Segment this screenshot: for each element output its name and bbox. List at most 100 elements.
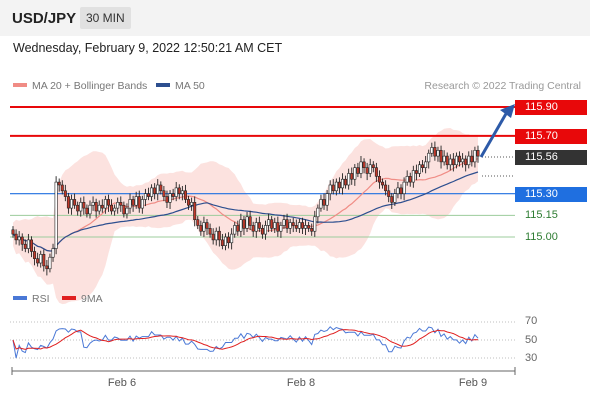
candle-bullish: [405, 176, 409, 183]
candle-bullish: [436, 150, 440, 157]
legend-label: RSI: [32, 293, 50, 305]
candle-bearish: [14, 233, 18, 241]
candle-bullish: [448, 158, 452, 166]
level-label-115-00: 115.00: [525, 231, 558, 243]
chart-datetime: Wednesday, February 9, 2022 12:50:21 AM …: [13, 41, 283, 55]
candle-bullish: [442, 155, 446, 163]
candle-bullish: [230, 233, 234, 244]
chart-header: USD/JPY 30 MIN: [0, 0, 590, 36]
candle-bearish: [257, 222, 261, 229]
x-tick-feb6: Feb 6: [107, 377, 137, 389]
legend-swatch: [156, 83, 170, 88]
legend-swatch: [13, 296, 27, 301]
candle-bearish: [100, 204, 104, 209]
candle-bullish: [39, 254, 43, 264]
level-label-115-30: 115.30: [515, 187, 587, 202]
candle-bearish: [439, 150, 443, 163]
candle-bearish: [356, 167, 360, 174]
copyright-text: Research © 2022 Trading Central: [424, 80, 581, 92]
candle-bearish: [381, 181, 385, 186]
candle-bullish: [334, 181, 338, 192]
candle-bullish: [288, 222, 292, 229]
candle-bearish: [42, 254, 46, 267]
candle-bullish: [140, 199, 144, 209]
candle-bearish: [66, 196, 70, 209]
candle-bullish: [103, 199, 107, 209]
candle-bullish: [393, 193, 397, 203]
candle-bearish: [236, 225, 240, 232]
candle-bearish: [220, 239, 224, 246]
candle-bearish: [362, 161, 366, 168]
candle-bullish: [359, 161, 363, 174]
candle-bearish: [137, 196, 141, 209]
level-label-115-70: 115.70: [515, 129, 587, 144]
candle-bearish: [445, 155, 449, 166]
candle-bullish: [273, 222, 277, 229]
candle-bearish: [23, 243, 27, 249]
rsi-line: [12, 326, 479, 359]
candle-bearish: [85, 207, 89, 215]
candle-bearish: [63, 190, 67, 197]
legend-rsi-9ma: 9MA: [62, 293, 103, 305]
candle-bullish: [190, 202, 194, 206]
candle-bearish: [199, 225, 203, 232]
x-tick-feb9: Feb 9: [458, 377, 488, 389]
candle-bearish: [211, 233, 215, 241]
candle-bearish: [57, 181, 61, 186]
candle-bullish: [88, 204, 92, 215]
candle-bearish: [464, 158, 468, 166]
candle-bearish: [384, 184, 388, 192]
candle-bearish: [421, 164, 425, 168]
candle-bullish: [54, 181, 58, 249]
candle-bearish: [387, 190, 391, 197]
bollinger-band: [13, 128, 478, 305]
candle-bullish: [461, 158, 465, 163]
candle-bullish: [239, 219, 243, 232]
candle-bearish: [433, 147, 437, 157]
candle-bullish: [91, 202, 95, 206]
candle-bearish: [371, 164, 375, 168]
candle-bullish: [454, 155, 458, 166]
candle-bearish: [399, 187, 403, 194]
timeframe-badge[interactable]: 30 MIN: [80, 7, 131, 29]
candle-bearish: [374, 167, 378, 177]
candle-bearish: [217, 230, 221, 241]
candle-bearish: [11, 229, 15, 235]
candle-bearish: [350, 173, 354, 180]
candle-bearish: [165, 196, 169, 203]
candle-bearish: [260, 228, 264, 235]
candle-bearish: [365, 167, 369, 174]
candle-bullish: [411, 170, 415, 183]
candle-bullish: [430, 147, 434, 154]
candle-bullish: [396, 187, 400, 194]
candle-bullish: [143, 193, 147, 200]
candle-bullish: [125, 207, 129, 215]
rsi-tick-50: 50: [525, 334, 538, 346]
level-label-115-90: 115.90: [515, 100, 587, 115]
candle-bullish: [473, 150, 477, 163]
candle-bearish: [310, 228, 314, 232]
candle-bearish: [291, 222, 295, 226]
candle-bearish: [377, 176, 381, 183]
rsi-tick-70: 70: [525, 315, 538, 327]
level-label-115-15: 115.15: [525, 209, 558, 221]
symbol-label: USD/JPY: [12, 10, 77, 27]
candle-bullish: [245, 216, 249, 229]
candle-bullish: [319, 199, 323, 209]
candle-bullish: [267, 219, 271, 226]
candle-bullish: [427, 152, 431, 163]
candle-bearish: [45, 265, 49, 270]
legend-ma20-bollinger: MA 20 + Bollinger Bands: [13, 80, 147, 92]
candle-bearish: [251, 225, 255, 232]
candle-bullish: [368, 164, 372, 174]
candle-bullish: [254, 222, 258, 232]
candle-bullish: [313, 216, 317, 232]
candle-bearish: [344, 178, 348, 186]
candle-bearish: [94, 202, 98, 212]
candle-bearish: [270, 219, 274, 229]
candle-bullish: [51, 248, 55, 258]
level-label-last-price: 115.56: [515, 150, 587, 165]
candle-bearish: [82, 202, 86, 209]
candle-bearish: [33, 251, 37, 259]
